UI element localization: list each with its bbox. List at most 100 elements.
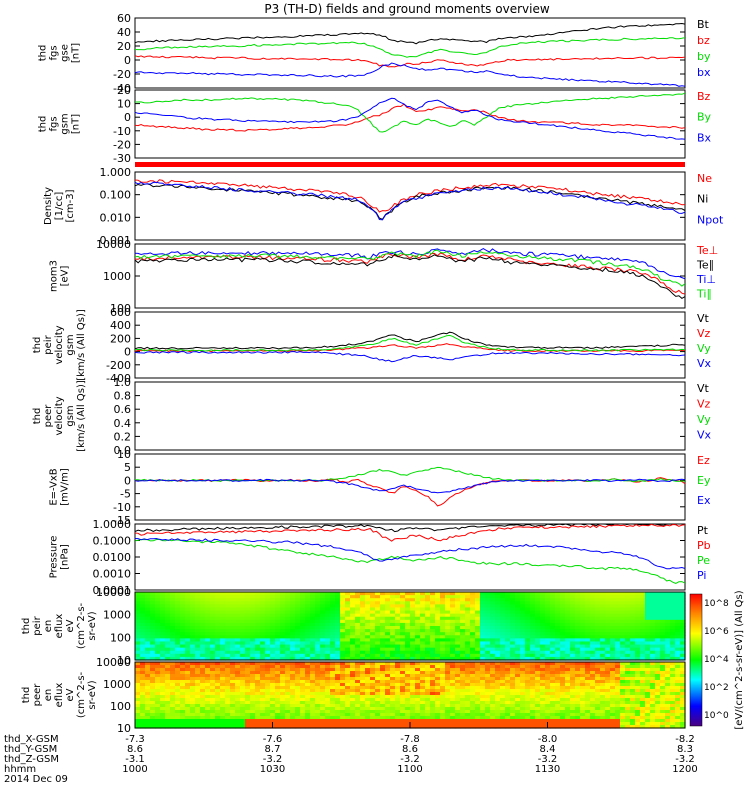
y-axis-label-line: thd: [38, 116, 49, 133]
y-axis-label: mom3[eV]: [49, 260, 71, 292]
y-tick-label: 60: [117, 12, 131, 25]
y-tick-label: 0.0010: [93, 568, 132, 581]
y-axis-label-line: [nT]: [71, 114, 82, 134]
y-axis-label-line: [km/s (All Qs)]: [76, 309, 87, 381]
y-tick-label: 40: [117, 26, 131, 39]
legend-entry: Vx: [697, 429, 712, 442]
legend-entry: Ex: [697, 494, 711, 507]
panel-frame: [135, 18, 685, 88]
y-tick-label: -10: [113, 501, 131, 514]
y-tick-label: 20: [117, 84, 131, 97]
y-tick-label: 1000: [103, 678, 131, 691]
y-axis-label-line: thd: [32, 337, 43, 354]
legend-entry: Pt: [697, 524, 709, 537]
legend-entry: Ne: [697, 172, 712, 185]
y-tick-label: 0: [124, 111, 131, 124]
y-axis-label-line: [nPa]: [60, 544, 71, 570]
y-tick-label: -200: [106, 359, 131, 372]
legend-entry: Ti∥: [696, 288, 712, 301]
legend-entry: Te∥: [696, 259, 714, 272]
y-axis-label-line: fgs: [49, 116, 60, 131]
y-axis-label-line: thd: [21, 687, 32, 704]
legend-entry: Vt: [697, 312, 710, 325]
legend-entry: Pb: [697, 539, 711, 552]
legend-entry: Bt: [697, 18, 710, 31]
series-line-bx: [135, 63, 685, 86]
y-axis-label-line: [mV/m]: [60, 468, 71, 506]
series-line-by: [135, 38, 685, 58]
legend-entry: Te⊥: [696, 244, 718, 257]
panel-frame: [135, 172, 685, 240]
legend-entry: Npot: [697, 213, 724, 226]
series-line-Ne: [135, 180, 685, 212]
y-tick-label: 10000: [96, 238, 131, 251]
y-axis-label-line: sr-eV): [87, 680, 98, 709]
legend-entry: Pi: [697, 569, 706, 582]
legend-entry: Vz: [697, 327, 711, 340]
y-axis-label-line: [1/cc]: [54, 192, 65, 221]
y-tick-label: -10: [113, 125, 131, 138]
legend-entry: Vx: [697, 357, 712, 370]
series-line-Npot: [135, 182, 685, 220]
y-tick-label: 0.2: [114, 430, 132, 443]
y-axis-label-line: eflux: [54, 683, 65, 708]
y-axis-label-line: en: [43, 689, 54, 702]
panel-frame: [135, 382, 685, 450]
y-axis-label-line: (cm^2-s-: [76, 602, 87, 649]
y-tick-label: 0.4: [114, 417, 132, 430]
y-tick-label: 100: [110, 700, 131, 713]
series-line-Bx: [135, 98, 685, 139]
legend-entry: Vt: [697, 382, 710, 395]
series-line-Ti∥: [135, 250, 685, 286]
y-axis-label-line: Density: [43, 187, 54, 225]
y-axis-label-line: velocity: [54, 396, 65, 435]
series-line-bz: [135, 56, 685, 67]
y-tick-label: 0.6: [114, 403, 132, 416]
legend-entry: Ni: [697, 193, 708, 206]
series-line-Te∥: [135, 254, 685, 298]
legend-entry: Bx: [697, 131, 712, 144]
series-line-Bz: [135, 104, 685, 131]
legend-entry: Pe: [697, 554, 710, 567]
y-tick-label: 10000: [96, 586, 131, 599]
y-tick-label: 0.1000: [93, 535, 132, 548]
y-axis-label: Density[1/cc][cm-3]: [43, 187, 76, 225]
y-axis-label-line: gsm: [65, 334, 76, 355]
legend-entry: Bz: [697, 90, 711, 103]
y-tick-label: 1.000: [100, 166, 132, 179]
y-tick-label: 1000: [103, 609, 131, 622]
panel-frame: [135, 524, 685, 590]
y-axis-label-line: eV: [65, 688, 76, 701]
y-tick-label: 5: [124, 461, 131, 474]
y-tick-label: 600: [110, 306, 131, 319]
y-axis-label-line: peir: [32, 615, 43, 635]
series-line-Ex: [135, 479, 685, 493]
y-axis-label-line: thd: [32, 408, 43, 425]
y-axis-label-line: peir: [43, 334, 54, 354]
y-axis-label-line: eV: [65, 619, 76, 632]
plot-title: P3 (TH-D) fields and ground moments over…: [264, 2, 549, 16]
y-axis-label-line: eflux: [54, 614, 65, 639]
y-tick-label: 0: [124, 346, 131, 359]
y-axis-label-line: [nT]: [71, 43, 82, 63]
y-axis-label-line: E=-VxB: [49, 468, 60, 505]
legend-entry: bz: [697, 34, 710, 47]
series-line-By: [135, 93, 685, 132]
series-line-Ti⊥: [135, 249, 685, 279]
y-axis-label-line: en: [43, 620, 54, 633]
series-line-Bt: [135, 24, 685, 44]
y-tick-label: 10: [117, 448, 131, 461]
y-tick-label: 1.0: [114, 376, 132, 389]
y-tick-label: 0: [124, 54, 131, 67]
y-tick-label: 10: [117, 98, 131, 111]
y-axis-label-line: mom3: [49, 260, 60, 292]
legend-entry: Ti⊥: [696, 273, 716, 286]
legend-entry: Vy: [697, 413, 711, 426]
y-tick-label: 0.0100: [93, 551, 132, 564]
